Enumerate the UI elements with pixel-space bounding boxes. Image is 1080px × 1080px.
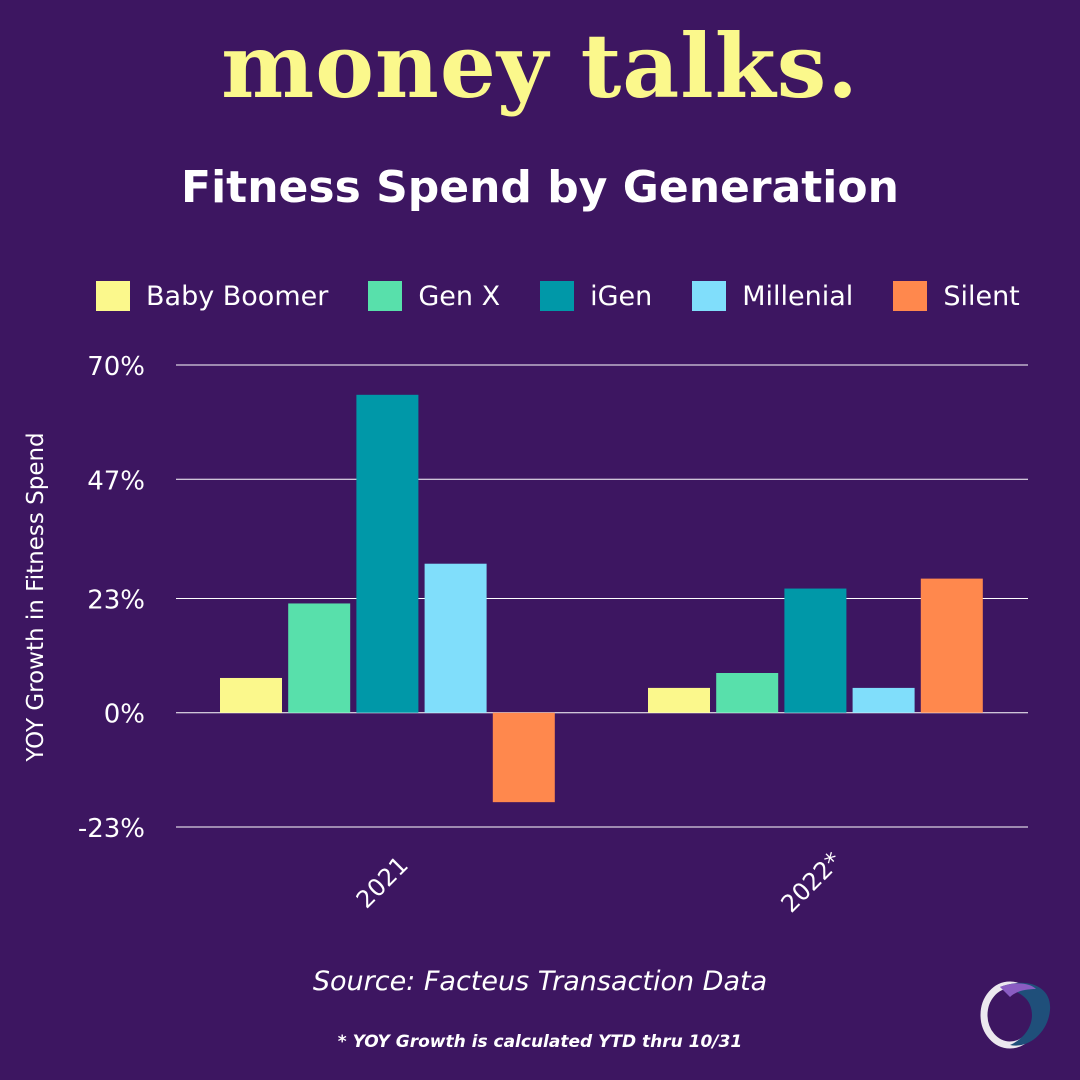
- bar: [920, 578, 983, 713]
- y-axis-ticks: -23% 0% 23% 47% 70%: [78, 352, 145, 844]
- brand-wordmark: money talks.: [221, 14, 859, 118]
- legend-label-silent: Silent: [943, 280, 1020, 312]
- legend-swatch-gen-x: [368, 281, 403, 311]
- legend-swatch-baby-boomer: [96, 281, 130, 311]
- bar: [648, 687, 710, 713]
- bar: [220, 677, 282, 713]
- legend-label-millenial: Millenial: [742, 280, 854, 312]
- chart-title: Fitness Spend by Generation: [181, 162, 899, 213]
- source-note: Source: Facteus Transaction Data: [312, 966, 768, 997]
- legend-item-igen: iGen: [540, 281, 652, 311]
- bar: [716, 673, 779, 713]
- y-tick-label: 70%: [87, 352, 145, 382]
- facteus-logo-icon: [980, 981, 1051, 1049]
- legend-label-baby-boomer: Baby Boomer: [146, 280, 329, 312]
- legend-swatch-silent: [893, 281, 928, 311]
- y-tick-label: 23%: [87, 585, 145, 615]
- x-axis-ticks: 2021 2022*: [351, 847, 847, 918]
- bar: [424, 563, 487, 713]
- bar: [288, 603, 351, 713]
- chart-legend: Baby Boomer Gen X iGen Millenial Silent: [96, 276, 1020, 316]
- bar: [356, 394, 419, 713]
- x-tick-label: 2021: [351, 851, 414, 914]
- bars: [220, 394, 983, 803]
- y-tick-label: 0%: [104, 700, 145, 730]
- legend-label-igen: iGen: [590, 280, 653, 312]
- bar: [852, 687, 915, 713]
- legend-label-gen-x: Gen X: [418, 280, 501, 312]
- legend-swatch-igen: [540, 281, 575, 311]
- legend-item-millenial: Millenial: [692, 281, 853, 311]
- legend-item-gen-x: Gen X: [368, 281, 500, 311]
- legend-item-silent: Silent: [893, 280, 1020, 312]
- footnote: * YOY Growth is calculated YTD thru 10/3…: [337, 1032, 743, 1052]
- legend-swatch-millenial: [692, 281, 727, 311]
- gridlines: [176, 364, 1028, 828]
- x-tick-label: 2022*: [776, 847, 847, 918]
- bar: [784, 588, 847, 713]
- bar: [492, 712, 555, 803]
- y-tick-label: -23%: [78, 814, 145, 844]
- y-tick-label: 47%: [87, 466, 145, 496]
- legend-item-baby-boomer: Baby Boomer: [96, 281, 328, 311]
